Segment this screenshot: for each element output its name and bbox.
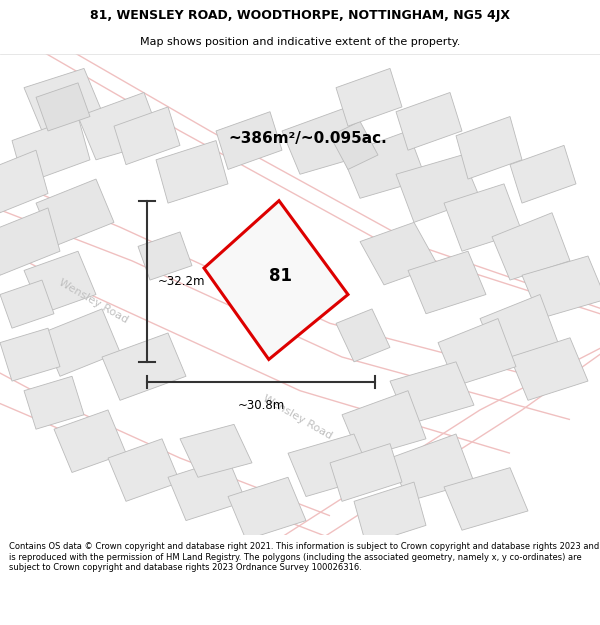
Text: Wensley Road: Wensley Road	[56, 278, 130, 326]
Polygon shape	[168, 458, 246, 521]
Polygon shape	[396, 155, 480, 222]
Text: Map shows position and indicative extent of the property.: Map shows position and indicative extent…	[140, 37, 460, 47]
Polygon shape	[204, 201, 348, 359]
Polygon shape	[0, 208, 60, 275]
Polygon shape	[336, 68, 402, 126]
Polygon shape	[24, 68, 102, 131]
Polygon shape	[36, 83, 90, 131]
Polygon shape	[456, 116, 522, 179]
Polygon shape	[492, 213, 570, 280]
Polygon shape	[54, 410, 126, 472]
Polygon shape	[510, 338, 588, 401]
Polygon shape	[330, 444, 402, 501]
Polygon shape	[282, 107, 366, 174]
Polygon shape	[390, 362, 474, 424]
Text: Contains OS data © Crown copyright and database right 2021. This information is : Contains OS data © Crown copyright and d…	[9, 542, 599, 572]
Polygon shape	[396, 92, 462, 150]
Polygon shape	[330, 121, 378, 169]
Polygon shape	[444, 184, 522, 251]
Polygon shape	[108, 439, 180, 501]
Polygon shape	[138, 232, 192, 280]
Polygon shape	[342, 391, 426, 458]
Polygon shape	[42, 309, 120, 376]
Polygon shape	[156, 141, 228, 203]
Polygon shape	[180, 424, 252, 478]
Polygon shape	[0, 280, 54, 328]
Polygon shape	[288, 434, 372, 496]
Polygon shape	[36, 179, 114, 246]
Text: ~30.8m: ~30.8m	[238, 399, 284, 412]
Polygon shape	[336, 309, 390, 362]
Polygon shape	[354, 482, 426, 544]
Polygon shape	[24, 376, 84, 429]
Polygon shape	[12, 116, 90, 184]
Polygon shape	[0, 150, 48, 213]
Polygon shape	[102, 333, 186, 401]
Polygon shape	[360, 222, 438, 285]
Text: 81: 81	[269, 267, 292, 285]
Polygon shape	[78, 92, 162, 160]
Polygon shape	[216, 112, 282, 169]
Polygon shape	[24, 251, 96, 314]
Polygon shape	[444, 468, 528, 530]
Polygon shape	[0, 328, 60, 381]
Polygon shape	[510, 146, 576, 203]
Text: Wensley Road: Wensley Road	[260, 393, 334, 441]
Text: ~386m²/~0.095ac.: ~386m²/~0.095ac.	[228, 131, 387, 146]
Polygon shape	[342, 131, 426, 198]
Polygon shape	[228, 478, 306, 540]
Polygon shape	[408, 251, 486, 314]
Text: 81, WENSLEY ROAD, WOODTHORPE, NOTTINGHAM, NG5 4JX: 81, WENSLEY ROAD, WOODTHORPE, NOTTINGHAM…	[90, 9, 510, 22]
Polygon shape	[522, 256, 600, 319]
Text: ~32.2m: ~32.2m	[158, 275, 205, 288]
Polygon shape	[480, 294, 558, 362]
Polygon shape	[390, 434, 474, 501]
Polygon shape	[438, 319, 516, 386]
Polygon shape	[114, 107, 180, 164]
